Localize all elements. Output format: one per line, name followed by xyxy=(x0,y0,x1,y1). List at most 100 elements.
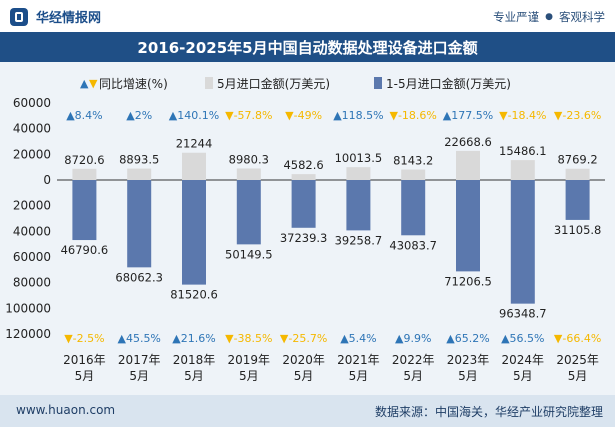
growth-label-monthly: ▼-49% xyxy=(285,109,322,122)
growth-label-cumulative: ▲9.9% xyxy=(395,332,431,345)
data-label-cumulative: 68062.3 xyxy=(115,270,163,284)
x-tick-label-month: 5月 xyxy=(349,369,369,383)
data-label-monthly: 8893.5 xyxy=(119,153,159,167)
growth-label-cumulative: ▼-2.5% xyxy=(64,332,104,345)
legend-swatch-cumulative xyxy=(374,77,382,89)
x-tick-label-year: 2025年 xyxy=(556,353,599,367)
tag-separator-dot-icon: ● xyxy=(545,12,553,22)
data-label-cumulative: 37239.3 xyxy=(280,231,328,245)
chart-canvas: 60000 40000 20000 0 20000 40000 60000 80000 1000… xyxy=(5,76,605,383)
y-tick-label: 60000 xyxy=(13,250,51,264)
x-tick-label-month: 5月 xyxy=(294,369,314,383)
data-label-monthly: 4582.6 xyxy=(283,158,323,172)
data-label-monthly: 8143.2 xyxy=(393,154,433,168)
brand-name: 华经情报网 xyxy=(36,11,102,26)
bar-cumulative xyxy=(72,180,97,241)
y-tick-label: 0 xyxy=(43,173,51,187)
brand-tags: 专业严谨 ● 客观科学 xyxy=(493,9,605,25)
x-tick-label-month: 5月 xyxy=(129,369,149,383)
data-label-monthly: 8769.2 xyxy=(557,153,597,167)
data-label-cumulative: 46790.6 xyxy=(61,243,109,257)
growth-label-monthly: ▲140.1% xyxy=(169,109,219,122)
data-label-cumulative: 31105.8 xyxy=(554,223,602,237)
data-label-cumulative: 81520.6 xyxy=(170,288,218,302)
bar-cumulative xyxy=(565,180,590,220)
growth-label-cumulative: ▲45.5% xyxy=(117,332,160,345)
bar-monthly xyxy=(456,150,480,180)
y-tick-label: 40000 xyxy=(13,122,51,136)
x-tick-label-month: 5月 xyxy=(513,369,533,383)
legend-swatch-monthly xyxy=(205,77,213,89)
x-tick-label-year: 2020年 xyxy=(282,353,325,367)
bar-monthly xyxy=(565,168,590,180)
x-tick-label-month: 5月 xyxy=(458,369,478,383)
bar-monthly xyxy=(401,169,426,180)
bar-cumulative xyxy=(346,180,371,231)
x-tick-label-month: 5月 xyxy=(568,369,588,383)
brand-icon xyxy=(10,7,28,26)
x-tick-label-month: 5月 xyxy=(184,369,204,383)
legend-label-growth: 同比增速(%) xyxy=(99,77,168,91)
growth-label-cumulative: ▲21.6% xyxy=(172,332,215,345)
y-tick-label: 20000 xyxy=(13,147,51,161)
x-tick-label-year: 2023年 xyxy=(447,353,490,367)
growth-label-cumulative: ▲65.2% xyxy=(446,332,489,345)
bar-monthly xyxy=(127,168,152,180)
brand-logo: 华经情报网 xyxy=(10,7,101,26)
bar-cumulative xyxy=(291,180,316,228)
legend-up-triangle-icon: ▲ xyxy=(80,77,89,90)
bar-cumulative xyxy=(182,180,206,285)
growth-label-cumulative: ▼-25.7% xyxy=(280,332,327,345)
growth-label-monthly: ▼-18.6% xyxy=(390,109,437,122)
bar-monthly xyxy=(346,167,371,180)
x-tick-label-year: 2021年 xyxy=(337,353,380,367)
x-tick-label-year: 2024年 xyxy=(502,353,545,367)
data-label-monthly: 21244 xyxy=(176,137,213,151)
data-label-monthly: 22668.6 xyxy=(444,135,492,149)
data-label-monthly: 8720.6 xyxy=(64,153,104,167)
bar-cumulative xyxy=(236,180,261,245)
y-tick-label: 80000 xyxy=(13,276,51,290)
x-tick-label-year: 2018年 xyxy=(173,353,216,367)
top-bar: 华经情报网 专业严谨 ● 客观科学 xyxy=(0,0,615,32)
legend-label-cumulative: 1-5月进口金额(万美元) xyxy=(386,76,511,91)
data-label-monthly: 8980.3 xyxy=(229,152,269,166)
growth-label-monthly: ▲177.5% xyxy=(443,109,493,122)
bar-monthly xyxy=(510,160,535,180)
growth-label-cumulative: ▼-38.5% xyxy=(225,332,272,345)
x-tick-label-year: 2019年 xyxy=(228,353,271,367)
growth-label-cumulative: ▲5.4% xyxy=(340,332,376,345)
x-tick-label-month: 5月 xyxy=(239,369,259,383)
y-tick-label: 100000 xyxy=(5,301,51,315)
x-tick-label-year: 2022年 xyxy=(392,353,435,367)
data-label-cumulative: 39258.7 xyxy=(335,233,383,247)
tag-1: 专业严谨 xyxy=(493,10,540,24)
website-url: www.huaon.com xyxy=(16,403,116,417)
growth-label-monthly: ▲8.4% xyxy=(66,109,102,122)
legend-label-monthly: 5月进口金额(万美元) xyxy=(217,76,330,91)
bar-cumulative xyxy=(510,180,535,304)
bar-monthly xyxy=(236,168,261,180)
x-tick-label-year: 2016年 xyxy=(63,353,106,367)
data-source: 数据来源：中国海关，华经产业研究院整理 xyxy=(374,405,603,419)
data-label-cumulative: 43083.7 xyxy=(389,238,437,252)
growth-label-monthly: ▼-57.8% xyxy=(225,109,272,122)
chart-title: 2016-2025年5月中国自动数据处理设备进口金额 xyxy=(0,32,615,62)
growth-label-monthly: ▲2% xyxy=(126,109,152,122)
y-tick-label: 60000 xyxy=(13,96,51,110)
data-label-cumulative: 71206.5 xyxy=(444,274,492,288)
x-tick-label-month: 5月 xyxy=(403,369,423,383)
bar-cumulative xyxy=(127,180,152,268)
y-tick-label: 120000 xyxy=(5,327,51,341)
y-tick-label: 40000 xyxy=(13,224,51,238)
bar-monthly xyxy=(72,168,97,180)
bar-cumulative xyxy=(456,180,480,272)
growth-label-cumulative: ▼-66.4% xyxy=(554,332,601,345)
tag-2: 客观科学 xyxy=(559,10,605,24)
data-label-monthly: 10013.5 xyxy=(335,151,383,165)
growth-label-monthly: ▼-18.4% xyxy=(499,109,546,122)
growth-label-cumulative: ▲56.5% xyxy=(501,332,544,345)
y-tick-label: 20000 xyxy=(13,199,51,213)
bar-cumulative xyxy=(401,180,426,236)
